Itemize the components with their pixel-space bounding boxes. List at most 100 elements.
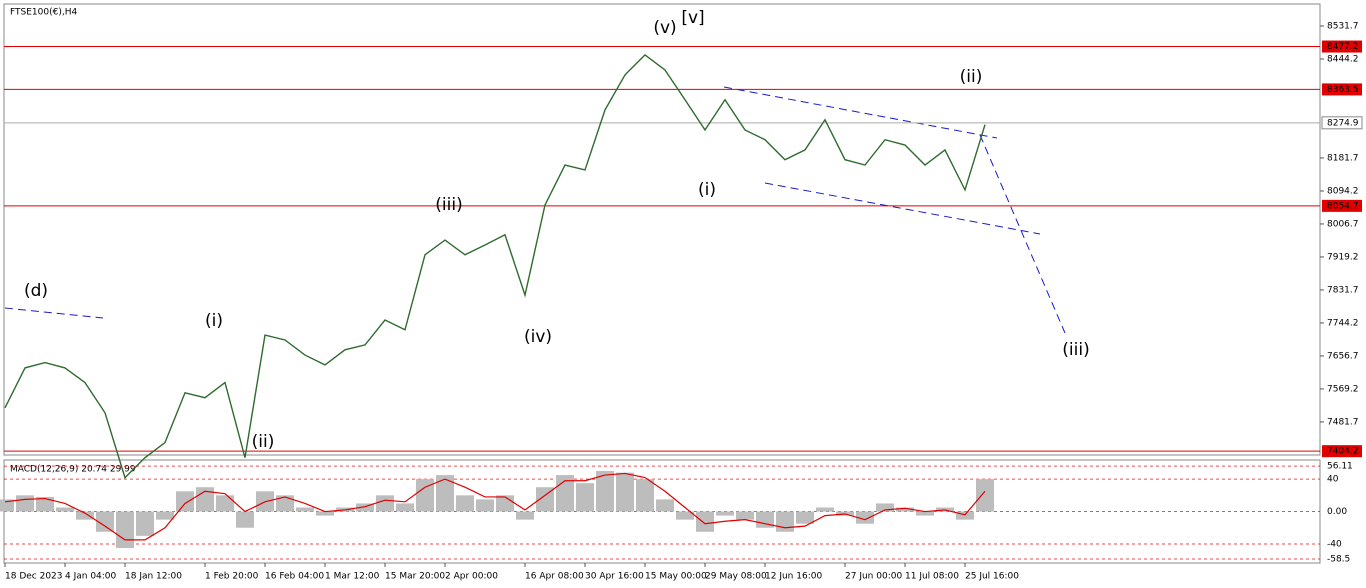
- macd-bar: [896, 507, 914, 512]
- macd-bar: [176, 491, 194, 512]
- trend-line: [979, 134, 1066, 334]
- macd-bar: [676, 511, 694, 520]
- signal-line: [4, 472, 986, 541]
- macd-bar: [236, 511, 254, 528]
- price-line: [4, 53, 986, 479]
- macd-tick-label: -58.5: [1327, 554, 1350, 564]
- macd-bar: [576, 483, 594, 512]
- macd-bar: [856, 511, 874, 524]
- macd-bar: [376, 495, 394, 512]
- level-tag: [1322, 199, 1362, 212]
- macd-bar: [276, 495, 294, 512]
- macd-bar: [156, 511, 174, 520]
- macd-bar: [16, 495, 34, 512]
- level-label: 8054.7: [1327, 201, 1359, 211]
- x-tick-label: 2 Apr 00:00: [445, 572, 498, 582]
- macd-bar: [736, 511, 754, 520]
- x-tick-label: 25 Jul 16:00: [965, 572, 1019, 582]
- y-tick-label: 8444.2: [1327, 54, 1359, 64]
- macd-bar: [756, 511, 774, 528]
- macd-bar: [316, 511, 334, 516]
- macd-bar: [536, 487, 554, 512]
- x-tick-label: 16 Apr 08:00: [525, 572, 584, 582]
- macd-bar: [116, 511, 134, 549]
- wave-label: (iv): [524, 327, 552, 347]
- macd-bar: [776, 511, 794, 532]
- current-label: 8274.9: [1327, 118, 1359, 128]
- macd-tick-label: 0.00: [1327, 507, 1347, 517]
- macd-bar: [916, 511, 934, 516]
- x-tick-label: 12 Jun 16:00: [765, 572, 822, 582]
- macd-bar: [296, 507, 314, 512]
- macd-bar: [136, 511, 154, 536]
- macd-bar: [416, 479, 434, 512]
- trend-lines: [4, 86, 1066, 334]
- macd-bar: [436, 475, 454, 512]
- level-tag: [1322, 445, 1362, 458]
- level-label: 8477.2: [1327, 42, 1359, 52]
- macd-bar: [656, 499, 674, 512]
- y-tick-label: 8531.7: [1327, 21, 1359, 31]
- macd-bar: [196, 487, 214, 512]
- x-tick-label: 30 Apr 16:00: [585, 572, 644, 582]
- macd-bar: [76, 511, 94, 520]
- macd-bar: [596, 471, 614, 512]
- wave-label: (v): [653, 18, 676, 38]
- macd-bar: [96, 511, 114, 532]
- macd-bar: [476, 499, 494, 512]
- current-tag: [1321, 116, 1363, 130]
- x-tick-label: 11 Jul 08:00: [905, 572, 959, 582]
- level-tag: [1322, 40, 1362, 53]
- wave-label: (i): [205, 311, 223, 331]
- wave-label: [v]: [681, 8, 704, 28]
- macd-bar: [976, 479, 994, 512]
- y-tick-label: 8181.7: [1327, 153, 1359, 163]
- y-tick-label: 8006.7: [1327, 219, 1359, 229]
- macd-bar: [36, 496, 54, 512]
- price-panel: [3, 3, 1321, 456]
- macd-tick-label: 40: [1327, 475, 1339, 485]
- macd-bar: [0, 499, 14, 512]
- x-tick-label: 18 Dec 2023: [5, 572, 63, 582]
- macd-bar: [456, 495, 474, 512]
- macd-bar: [356, 503, 374, 512]
- x-tick-label: 15 Mar 20:00: [385, 572, 445, 582]
- macd-tick-label: -40: [1327, 539, 1342, 549]
- x-tick-label: 29 May 08:00: [705, 572, 767, 582]
- price-title: FTSE100(€),H4: [10, 8, 77, 18]
- trend-line: [4, 307, 104, 319]
- level-label: 8363.5: [1327, 85, 1359, 95]
- macd-bar: [396, 503, 414, 512]
- wave-label: (iii): [1062, 340, 1089, 360]
- wave-label: (i): [698, 180, 716, 200]
- wave-label: (d): [24, 281, 48, 301]
- macd-bar: [496, 495, 514, 512]
- x-tick-label: 15 May 00:00: [645, 572, 707, 582]
- x-tick-label: 1 Feb 20:00: [205, 572, 259, 582]
- x-tick-label: 4 Jan 04:00: [65, 572, 117, 582]
- wave-label: (iii): [435, 195, 462, 215]
- macd-bar: [216, 495, 234, 512]
- y-tick-label: 8094.2: [1327, 186, 1359, 196]
- x-tick-label: 16 Feb 04:00: [265, 572, 324, 582]
- x-tick-label: 18 Jan 12:00: [125, 572, 182, 582]
- macd-bar: [516, 511, 534, 520]
- y-tick-label: 7569.2: [1327, 384, 1359, 394]
- macd-bar: [816, 507, 834, 512]
- wave-label: (ii): [252, 432, 275, 452]
- y-tick-label: 7656.7: [1327, 351, 1359, 361]
- macd-bar: [616, 472, 634, 512]
- y-tick-label: 7919.2: [1327, 252, 1359, 262]
- macd-bar: [56, 507, 74, 512]
- level-tag: [1322, 83, 1362, 96]
- x-tick-label: 27 Jun 00:00: [845, 572, 902, 582]
- level-label: 7404.2: [1327, 447, 1359, 457]
- macd-bar: [716, 511, 734, 516]
- macd-bar: [956, 511, 974, 520]
- wave-label: (ii): [960, 67, 983, 87]
- trend-line: [723, 86, 998, 139]
- trend-line: [764, 182, 1041, 235]
- y-tick-label: 7831.7: [1327, 285, 1359, 295]
- macd-bar: [636, 479, 654, 512]
